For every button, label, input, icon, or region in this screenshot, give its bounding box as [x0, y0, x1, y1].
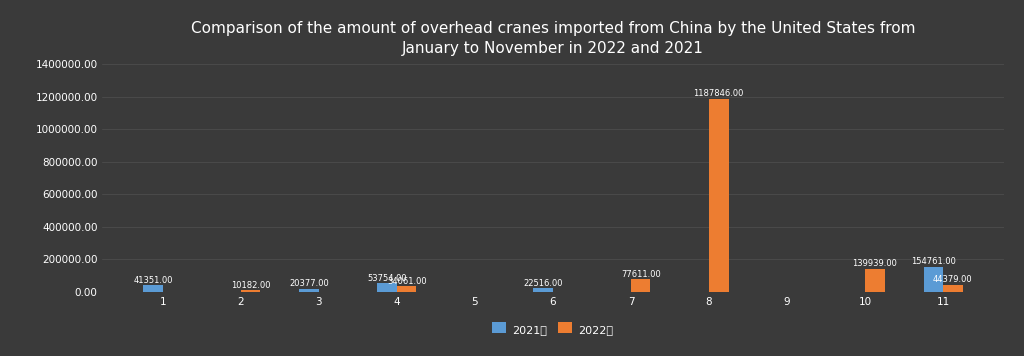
Text: 1187846.00: 1187846.00 [693, 89, 744, 98]
Text: 77611.00: 77611.00 [621, 269, 660, 279]
Text: 41351.00: 41351.00 [133, 276, 173, 284]
Text: 22516.00: 22516.00 [523, 279, 563, 288]
Text: 53754.00: 53754.00 [368, 273, 407, 283]
Bar [241, 290, 260, 292]
Legend: 2021年, 2022年: 2021年, 2022年 [493, 325, 613, 335]
Bar [709, 99, 728, 292]
Text: 34061.00: 34061.00 [387, 277, 426, 286]
Text: 10182.00: 10182.00 [230, 281, 270, 290]
Bar [865, 269, 885, 292]
Text: 139939.00: 139939.00 [852, 260, 897, 268]
Bar [378, 283, 397, 292]
Bar [924, 267, 943, 292]
Bar [143, 285, 163, 292]
Bar [299, 289, 318, 292]
Text: 154761.00: 154761.00 [911, 257, 955, 266]
Text: 20377.00: 20377.00 [289, 279, 329, 288]
Text: 44379.00: 44379.00 [933, 275, 973, 284]
Bar [534, 288, 553, 292]
Title: Comparison of the amount of overhead cranes imported from China by the United St: Comparison of the amount of overhead cra… [190, 21, 915, 56]
Bar [397, 286, 417, 292]
Bar [943, 285, 963, 292]
Bar [631, 279, 650, 292]
